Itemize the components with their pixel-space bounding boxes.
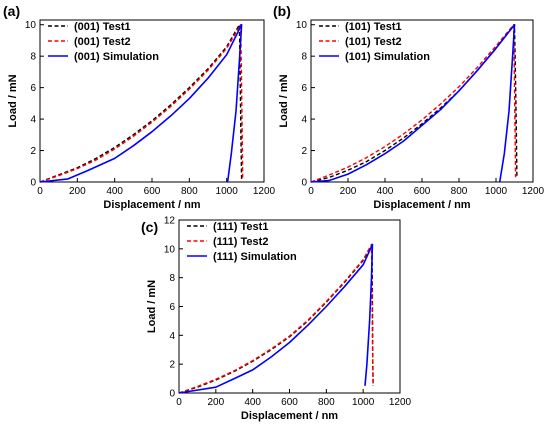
x-tick-label: 1000 bbox=[485, 186, 508, 197]
y-tick-label: 8 bbox=[301, 52, 307, 63]
y-tick-label: 8 bbox=[30, 52, 36, 63]
y-axis-title: Load / mN bbox=[278, 74, 290, 127]
x-tick-label: 400 bbox=[106, 186, 123, 197]
x-tick-label: 1200 bbox=[522, 186, 545, 197]
x-tick-label: 200 bbox=[340, 186, 357, 197]
y-tick-label: 2 bbox=[30, 146, 36, 157]
series-line-2 bbox=[178, 243, 374, 394]
x-axis-title: Displacement / nm bbox=[103, 199, 200, 211]
series-line-1 bbox=[39, 24, 243, 183]
x-tick-label: 200 bbox=[69, 186, 86, 197]
x-tick-label: 1000 bbox=[216, 186, 239, 197]
x-tick-label: 0 bbox=[37, 186, 43, 197]
y-tick-label: 6 bbox=[169, 302, 175, 313]
x-tick-label: 0 bbox=[176, 397, 182, 408]
y-tick-label: 4 bbox=[169, 331, 175, 342]
series-line-2 bbox=[39, 24, 244, 183]
x-axis-title: Displacement / nm bbox=[373, 199, 470, 211]
legend-label: (001) Simulation bbox=[74, 51, 159, 63]
x-tick-label: 800 bbox=[451, 186, 468, 197]
y-tick-label: 0 bbox=[30, 178, 36, 189]
series-line-1 bbox=[310, 24, 518, 183]
y-axis-title: Load / mN bbox=[7, 74, 19, 127]
y-tick-label: 8 bbox=[169, 273, 175, 284]
x-tick-label: 400 bbox=[244, 397, 261, 408]
series-line-1 bbox=[178, 243, 374, 394]
y-tick-label: 10 bbox=[296, 20, 308, 31]
legend-label: (101) Simulation bbox=[345, 51, 430, 63]
y-tick-label: 6 bbox=[301, 83, 307, 94]
panel-label: (b) bbox=[273, 3, 291, 19]
legend-label: (101) Test2 bbox=[345, 36, 402, 48]
series-line-3 bbox=[178, 243, 374, 394]
legend-label: (111) Simulation bbox=[213, 251, 297, 263]
y-tick-label: 2 bbox=[301, 146, 307, 157]
x-tick-label: 800 bbox=[318, 397, 335, 408]
chart-panel-1: 0 200 400 600 800 1000 1200 0 2 4 6 8 10 Displacement… bbox=[3, 3, 276, 211]
y-tick-label: 2 bbox=[169, 360, 175, 371]
x-tick-label: 600 bbox=[414, 186, 431, 197]
series-line-3 bbox=[310, 23, 516, 183]
panel-label: (a) bbox=[3, 3, 20, 19]
chart-panel-2: 0 200 400 600 800 1000 1200 0 2 4 6 8 10 Displacement… bbox=[273, 3, 545, 211]
x-tick-label: 600 bbox=[281, 397, 298, 408]
x-tick-label: 1200 bbox=[389, 397, 412, 408]
x-tick-label: 0 bbox=[308, 186, 314, 197]
y-tick-label: 12 bbox=[164, 216, 176, 227]
x-tick-label: 200 bbox=[207, 397, 224, 408]
y-tick-label: 0 bbox=[301, 178, 307, 189]
x-tick-label: 400 bbox=[377, 186, 394, 197]
legend-label: (001) Test1 bbox=[74, 21, 131, 33]
panel-label: (c) bbox=[141, 219, 158, 235]
y-tick-label: 4 bbox=[30, 115, 36, 126]
y-tick-label: 6 bbox=[30, 83, 36, 94]
y-tick-label: 10 bbox=[164, 244, 176, 255]
x-tick-label: 1000 bbox=[352, 397, 375, 408]
legend-label: (101) Test1 bbox=[345, 21, 402, 33]
x-tick-label: 1200 bbox=[253, 186, 276, 197]
x-tick-label: 800 bbox=[181, 186, 198, 197]
y-tick-label: 0 bbox=[169, 389, 175, 400]
y-tick-label: 10 bbox=[25, 20, 37, 31]
series-line-3 bbox=[39, 23, 243, 183]
legend-label: (111) Test2 bbox=[213, 236, 268, 248]
legend-label: (001) Test2 bbox=[74, 36, 131, 48]
y-tick-label: 4 bbox=[301, 115, 307, 126]
x-tick-label: 600 bbox=[144, 186, 161, 197]
chart-panel-3: 0 200 400 600 800 1000 1200 0 2 4 6 8 10 12 Displaceme… bbox=[141, 216, 412, 423]
series-line-2 bbox=[310, 24, 517, 183]
legend-label: (111) Test1 bbox=[213, 221, 268, 233]
x-axis-title: Displacement / nm bbox=[241, 410, 338, 422]
y-axis-title: Load / mN bbox=[146, 280, 158, 333]
